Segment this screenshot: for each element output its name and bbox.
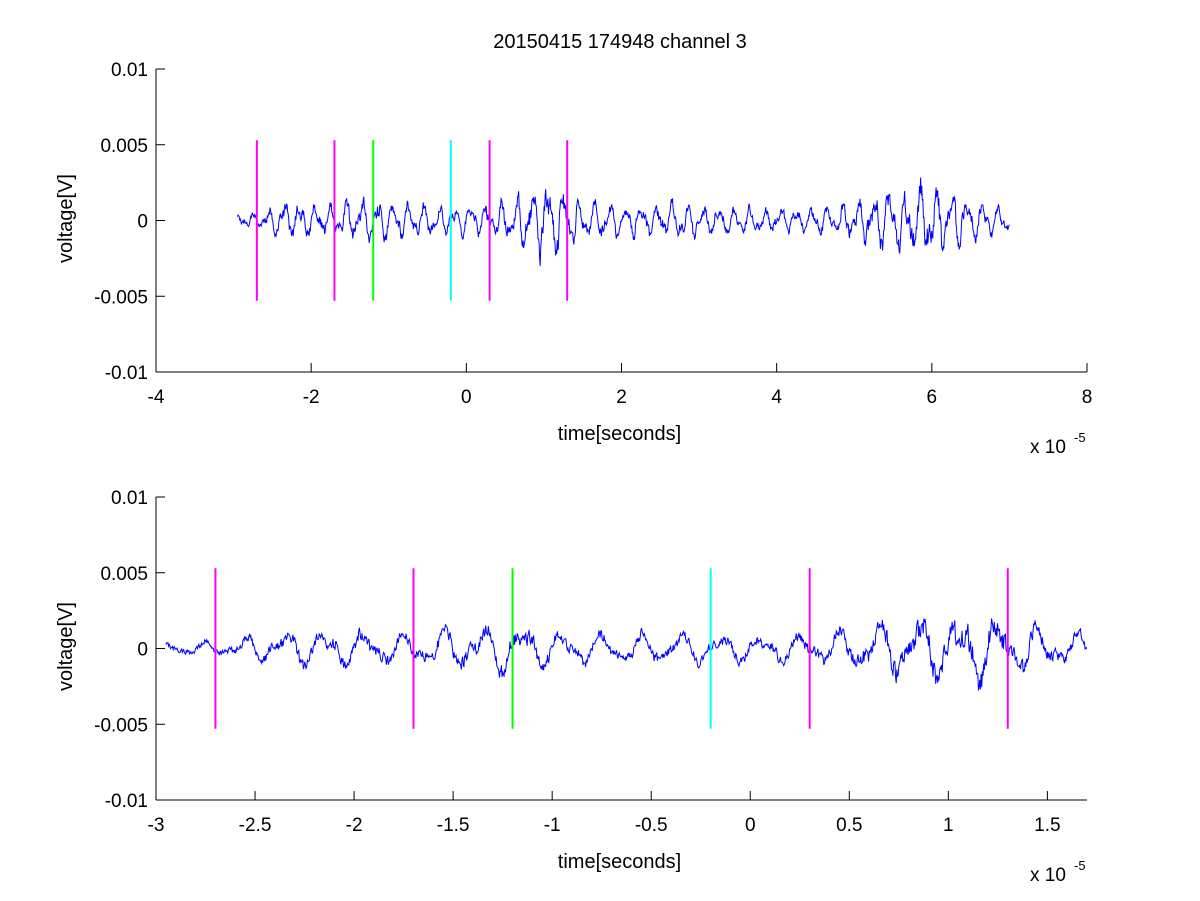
y-axis-label: voltage[V] <box>55 602 77 691</box>
y-tick-label: -0.005 <box>94 287 148 308</box>
x-exponent-power: -5 <box>1074 858 1086 873</box>
x-axis-label: time[seconds] <box>558 851 681 873</box>
x-tick-label: -2 <box>303 387 320 408</box>
x-exponent-base: x 10 <box>1030 437 1066 458</box>
x-tick-label: -0.5 <box>635 815 668 836</box>
x-tick-label: 0 <box>461 387 472 408</box>
x-tick-label: 0.5 <box>836 815 862 836</box>
x-tick-label: -1 <box>544 815 561 836</box>
y-tick-label: -0.01 <box>105 791 148 812</box>
x-tick-label: 4 <box>771 387 782 408</box>
x-tick-label: 1 <box>943 815 954 836</box>
figure-title: 20150415 174948 channel 3 <box>493 31 747 53</box>
x-tick-label: -1.5 <box>437 815 470 836</box>
voltage-series-line <box>165 618 1087 691</box>
x-tick-label: -2.5 <box>239 815 272 836</box>
y-tick-label: -0.01 <box>105 363 148 384</box>
top-plot: -0.01 -0.005 0 0.005 0.01 -4 -2 0 2 4 6 8 time[secon… <box>55 60 1092 458</box>
x-exponent-power: -5 <box>1074 430 1086 445</box>
bottom-plot: -0.01 -0.005 0 0.005 0.01 -3 -2.5 -2 -1.5 -1 -0.5 0… <box>55 488 1087 886</box>
y-tick-label: 0.005 <box>100 564 148 585</box>
x-axis-label: time[seconds] <box>558 423 681 445</box>
y-tick-label: 0.01 <box>111 488 148 509</box>
y-tick-label: 0.005 <box>100 136 148 157</box>
x-tick-label: -3 <box>148 815 165 836</box>
y-tick-label: 0 <box>137 212 148 233</box>
y-tick-label: 0.01 <box>111 60 148 81</box>
voltage-series-line <box>236 177 1010 267</box>
y-axis-label: voltage[V] <box>55 174 77 263</box>
x-tick-label: 0 <box>745 815 756 836</box>
x-exponent-base: x 10 <box>1030 865 1066 886</box>
x-tick-label: -2 <box>346 815 363 836</box>
x-tick-label: 1.5 <box>1034 815 1060 836</box>
y-tick-label: -0.005 <box>94 715 148 736</box>
x-tick-label: 2 <box>616 387 627 408</box>
x-tick-label: 8 <box>1082 387 1093 408</box>
y-tick-label: 0 <box>137 640 148 661</box>
x-tick-label: -4 <box>148 387 165 408</box>
x-tick-label: 6 <box>927 387 938 408</box>
